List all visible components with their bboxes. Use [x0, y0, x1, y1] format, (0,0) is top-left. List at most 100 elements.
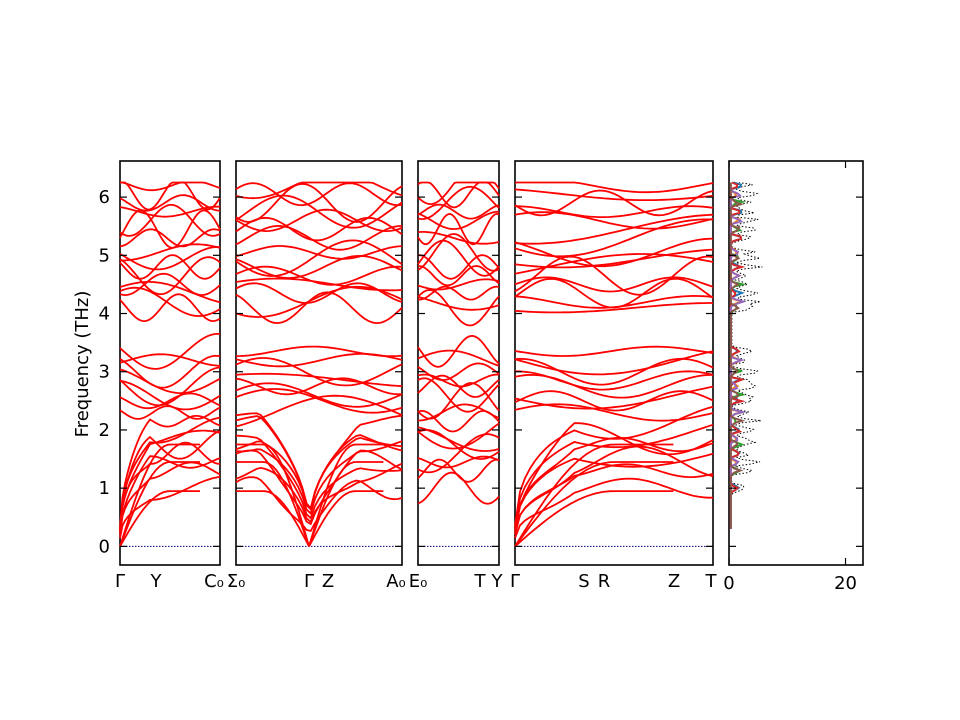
x-tick-label: S — [578, 571, 589, 592]
x-tick-label: A₀ — [386, 571, 406, 592]
phonon-branch — [120, 181, 221, 192]
phonon-branch — [418, 265, 500, 287]
phonon-branch — [514, 211, 714, 230]
phonon-branch — [514, 452, 714, 532]
phonon-branch — [417, 422, 500, 450]
dos-x-tick-label: 20 — [834, 573, 857, 594]
phonon-branch — [514, 213, 714, 245]
x-tick-label: Γ — [304, 571, 314, 592]
phonon-branch — [119, 256, 221, 296]
phonon-branch — [514, 422, 714, 532]
x-tick-label: Y — [150, 571, 163, 592]
phonon-branch — [514, 277, 714, 309]
phonon-branch — [514, 255, 714, 296]
phonon-branch — [119, 332, 221, 370]
phonon-branch — [119, 272, 221, 297]
phonon-branch — [514, 370, 714, 391]
phonon-branch — [119, 204, 221, 237]
x-tick-label: Y — [491, 571, 504, 592]
phonon-branch — [417, 362, 500, 381]
phonon-branch — [514, 276, 714, 293]
phonon-branch — [418, 254, 500, 280]
phonon-branch — [514, 345, 714, 357]
phonon-branch — [514, 205, 714, 218]
phonon-branch — [119, 429, 221, 532]
phonon-branch — [235, 181, 403, 200]
phonon-branch — [235, 440, 403, 516]
band-panel-4 — [514, 160, 714, 566]
x-tick-label: R — [598, 571, 611, 592]
phonon-branch — [119, 441, 221, 531]
phonon-branch — [235, 277, 403, 292]
phonon-branch — [514, 477, 713, 539]
y-tick-label: 5 — [99, 245, 110, 266]
phonon-branch — [235, 291, 403, 325]
phonon-branch — [119, 286, 221, 317]
phonon-branch — [235, 345, 403, 357]
acoustic-branch — [308, 461, 384, 547]
phonon-branch — [514, 350, 714, 376]
phonon-branch — [514, 189, 714, 217]
x-tick-label: Γ — [510, 571, 520, 592]
acoustic-branch — [236, 461, 310, 547]
acoustic-branch — [119, 443, 200, 547]
acoustic-branch — [119, 490, 200, 547]
phonon-branch — [119, 254, 221, 280]
acoustic-branch — [514, 461, 674, 547]
phonon-branch — [119, 416, 221, 529]
phonon-branch — [235, 194, 403, 229]
phonon-branch — [514, 188, 714, 201]
phonon-branch — [417, 455, 500, 469]
phonon-branch — [417, 426, 500, 452]
panel-frame — [514, 160, 714, 566]
total-dos-curve — [730, 182, 763, 529]
y-tick-label: 1 — [99, 478, 110, 499]
phonon-branch — [417, 210, 500, 230]
y-tick-label: 2 — [99, 420, 110, 441]
phonon-branch — [235, 377, 403, 396]
phonon-branch — [235, 372, 403, 388]
phonon-branch — [514, 390, 714, 412]
phonon-branch — [235, 382, 403, 408]
phonon-branch — [235, 254, 403, 279]
x-tick-label: Γ — [115, 571, 125, 592]
phonon-branch — [235, 182, 403, 223]
phonon-branch — [235, 216, 403, 242]
acoustic-branch — [236, 443, 310, 547]
phonon-branch — [417, 349, 500, 367]
phonon-branch — [417, 231, 500, 245]
band-panel-3 — [417, 160, 500, 566]
phonon-branch — [235, 357, 403, 387]
x-tick-label: Z — [668, 571, 680, 592]
x-tick-label: T — [474, 571, 487, 592]
phonon-branch — [119, 430, 221, 531]
phonon-branch — [119, 281, 221, 304]
acoustic-branch — [514, 443, 674, 547]
x-tick-label: Z — [322, 571, 334, 592]
partial-dos-curve — [729, 182, 746, 529]
x-tick-label: Σ₀ — [227, 571, 246, 592]
x-tick-label: T — [705, 571, 718, 592]
phonon-branch — [417, 239, 500, 277]
phonon-branch — [417, 334, 500, 368]
phonon-branch — [417, 185, 500, 221]
phonon-branch — [235, 239, 403, 277]
phonon-branch — [514, 385, 714, 410]
phonon-branch — [120, 243, 221, 262]
y-axis-label: Frequency (THz) — [72, 291, 93, 438]
phonon-branch — [119, 194, 221, 212]
phonon-branch — [235, 449, 403, 526]
phonon-branch — [119, 353, 221, 367]
phonon-branch — [514, 302, 713, 314]
phonon-branch — [514, 237, 714, 268]
phonon-branch — [119, 392, 221, 410]
phonon-branch — [417, 233, 500, 272]
phonon-branch — [235, 414, 403, 511]
band-panel-2 — [235, 160, 403, 566]
acoustic-branch — [308, 443, 384, 547]
phonon-branch — [514, 248, 714, 269]
acoustic-branch — [308, 490, 384, 547]
phonon-branch — [119, 379, 221, 411]
